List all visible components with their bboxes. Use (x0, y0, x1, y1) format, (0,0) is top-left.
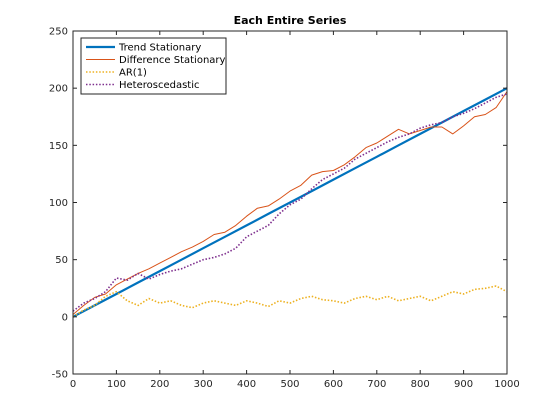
x-tick-label: 600 (324, 379, 343, 390)
legend-label: Heteroscedastic (119, 80, 200, 91)
series-line-difference-stationary (72, 91, 508, 315)
x-tick-label: 800 (411, 379, 430, 390)
ticks-layer: 0 100 200 300 400 500 600 700 800 900 1000-5005010… (49, 27, 520, 391)
x-tick-label: 100 (107, 379, 126, 390)
x-tick-label: 0 (70, 379, 76, 390)
x-tick-label: 400 (237, 379, 256, 390)
x-tick-label: 300 (194, 379, 213, 390)
legend-label: AR(1) (119, 68, 147, 79)
legend-label: Difference Stationary (119, 55, 226, 66)
y-tick-label: 200 (49, 84, 68, 95)
y-tick-label: 50 (55, 255, 68, 266)
legend-label: Trend Stationary (118, 43, 201, 54)
series-layer (72, 87, 508, 318)
y-tick-label: 0 (62, 312, 68, 323)
chart-title: Each Entire Series (234, 14, 347, 27)
x-tick-label: 1000 (494, 379, 519, 390)
x-tick-label: 500 (280, 379, 299, 390)
y-tick-label: 150 (49, 141, 68, 152)
x-tick-label: 700 (367, 379, 386, 390)
x-tick-label: 900 (454, 379, 473, 390)
series-line-ar-1 (72, 285, 508, 318)
y-tick-label: 100 (49, 198, 68, 209)
y-tick-label: 250 (49, 27, 68, 38)
series-line-trend-stationary (72, 87, 508, 318)
y-tick-label: -50 (52, 370, 68, 381)
x-tick-label: 200 (150, 379, 169, 390)
series-line-heteroscedastic (72, 93, 508, 312)
